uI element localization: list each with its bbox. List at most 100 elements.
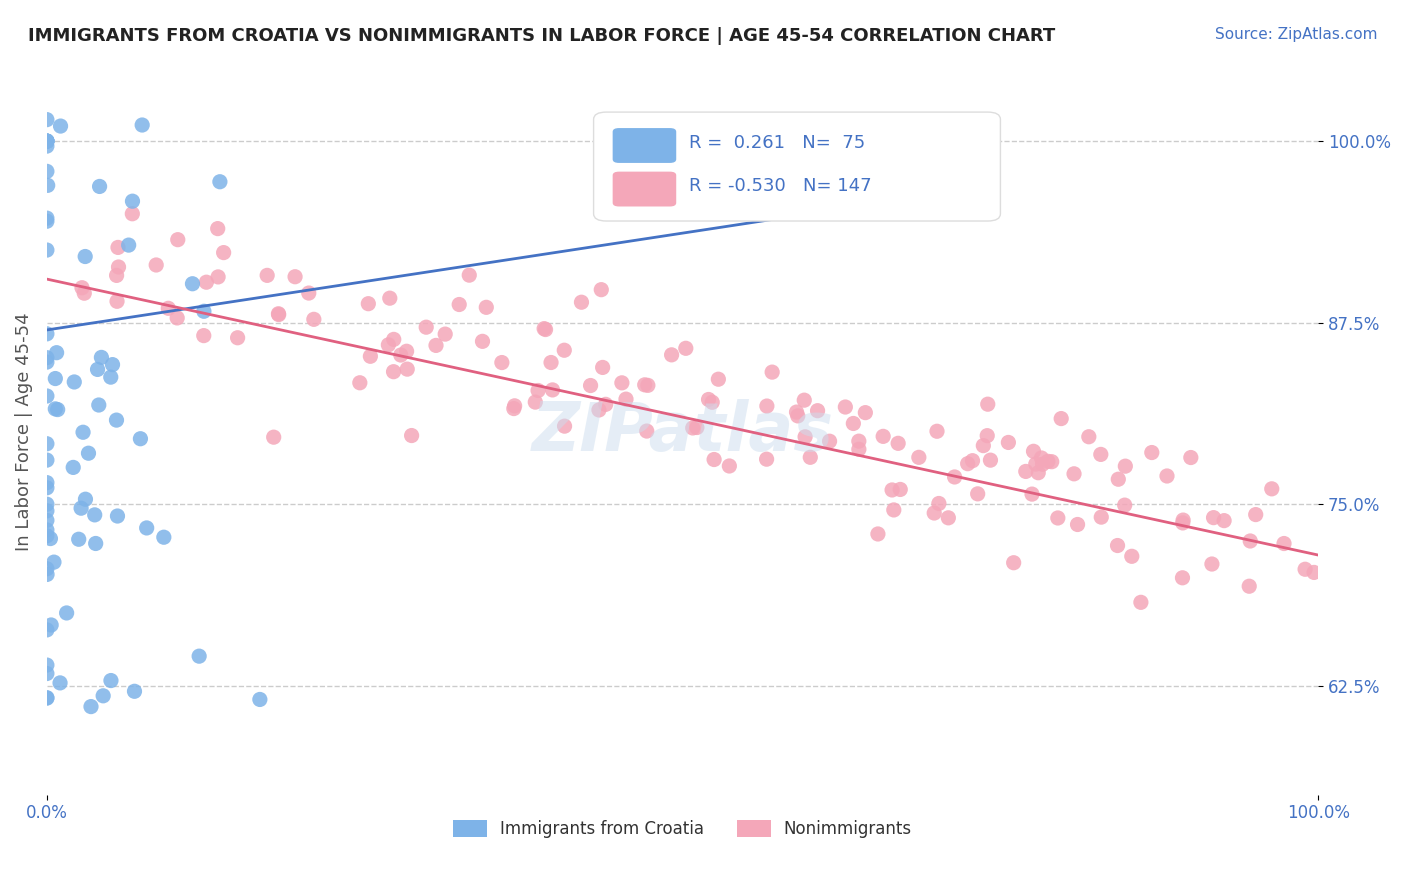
Point: [263, 430, 285, 444]
Point: [1063, 467, 1085, 481]
Point: [475, 301, 498, 315]
Point: [571, 295, 593, 310]
Point: [35, 211, 58, 226]
Point: [44, 401, 66, 416]
Point: [1026, 466, 1049, 480]
Point: [1114, 459, 1136, 474]
FancyBboxPatch shape: [613, 171, 676, 206]
Point: [1201, 557, 1223, 571]
Point: [35, 481, 58, 495]
Point: [1261, 482, 1284, 496]
Point: [39, 618, 62, 632]
Point: [35, 529, 58, 543]
Point: [848, 442, 870, 457]
Point: [793, 393, 815, 408]
Point: [675, 341, 697, 355]
Point: [1036, 454, 1059, 468]
Point: [533, 321, 555, 335]
Point: [70, 501, 93, 516]
Point: [527, 384, 550, 398]
Point: [1171, 571, 1194, 585]
Point: [100, 673, 122, 688]
Point: [534, 322, 557, 336]
Point: [49, 119, 72, 133]
Point: [105, 294, 128, 309]
Point: [1090, 510, 1112, 524]
Point: [267, 307, 290, 321]
Text: R = -0.530   N= 147: R = -0.530 N= 147: [689, 178, 872, 195]
Point: [636, 424, 658, 438]
Point: [799, 450, 821, 465]
Point: [395, 344, 418, 359]
Point: [382, 332, 405, 346]
Point: [35, 623, 58, 637]
Point: [107, 240, 129, 254]
Point: [491, 355, 513, 369]
Point: [1171, 516, 1194, 530]
Point: [1272, 536, 1295, 550]
Point: [1046, 511, 1069, 525]
Point: [592, 360, 614, 375]
Point: [84, 536, 107, 550]
Point: [401, 428, 423, 442]
Point: [1129, 595, 1152, 609]
Point: [686, 420, 709, 434]
Point: [1239, 533, 1261, 548]
Point: [89, 179, 111, 194]
Point: [806, 403, 828, 417]
Point: [997, 435, 1019, 450]
Point: [377, 338, 399, 352]
Point: [943, 470, 966, 484]
Point: [87, 398, 110, 412]
Point: [842, 417, 865, 431]
Point: [212, 245, 235, 260]
Point: [1294, 562, 1316, 576]
Point: [1156, 469, 1178, 483]
Point: [35, 436, 58, 450]
Point: [471, 334, 494, 349]
Point: [908, 450, 931, 465]
Point: [707, 372, 730, 386]
Point: [591, 283, 613, 297]
Point: [207, 269, 229, 284]
Point: [35, 164, 58, 178]
Point: [35, 112, 58, 127]
Point: [588, 403, 610, 417]
Point: [195, 275, 218, 289]
Point: [755, 399, 778, 413]
Point: [634, 377, 657, 392]
Point: [129, 432, 152, 446]
Point: [1107, 472, 1129, 486]
Point: [1077, 430, 1099, 444]
Point: [887, 436, 910, 450]
Point: [540, 355, 562, 369]
Point: [1171, 513, 1194, 527]
Point: [976, 428, 998, 442]
Point: [39, 532, 62, 546]
Point: [1107, 539, 1129, 553]
Point: [524, 395, 547, 409]
Point: [44, 371, 66, 385]
Point: [1002, 556, 1025, 570]
Point: [193, 304, 215, 318]
Point: [610, 376, 633, 390]
Point: [226, 331, 249, 345]
Point: [35, 523, 58, 537]
Point: [661, 348, 683, 362]
Point: [298, 286, 321, 301]
Point: [786, 405, 808, 419]
Text: R =  0.261   N=  75: R = 0.261 N= 75: [689, 134, 865, 152]
Point: [86, 362, 108, 376]
Point: [359, 349, 381, 363]
Point: [75, 492, 97, 507]
Point: [118, 238, 141, 252]
Point: [35, 658, 58, 673]
Point: [45, 345, 67, 359]
Point: [35, 214, 58, 228]
Point: [101, 358, 124, 372]
Point: [72, 425, 94, 440]
Y-axis label: In Labor Force | Age 45-54: In Labor Force | Age 45-54: [15, 312, 32, 551]
Point: [193, 328, 215, 343]
Point: [121, 194, 143, 209]
Point: [378, 291, 401, 305]
